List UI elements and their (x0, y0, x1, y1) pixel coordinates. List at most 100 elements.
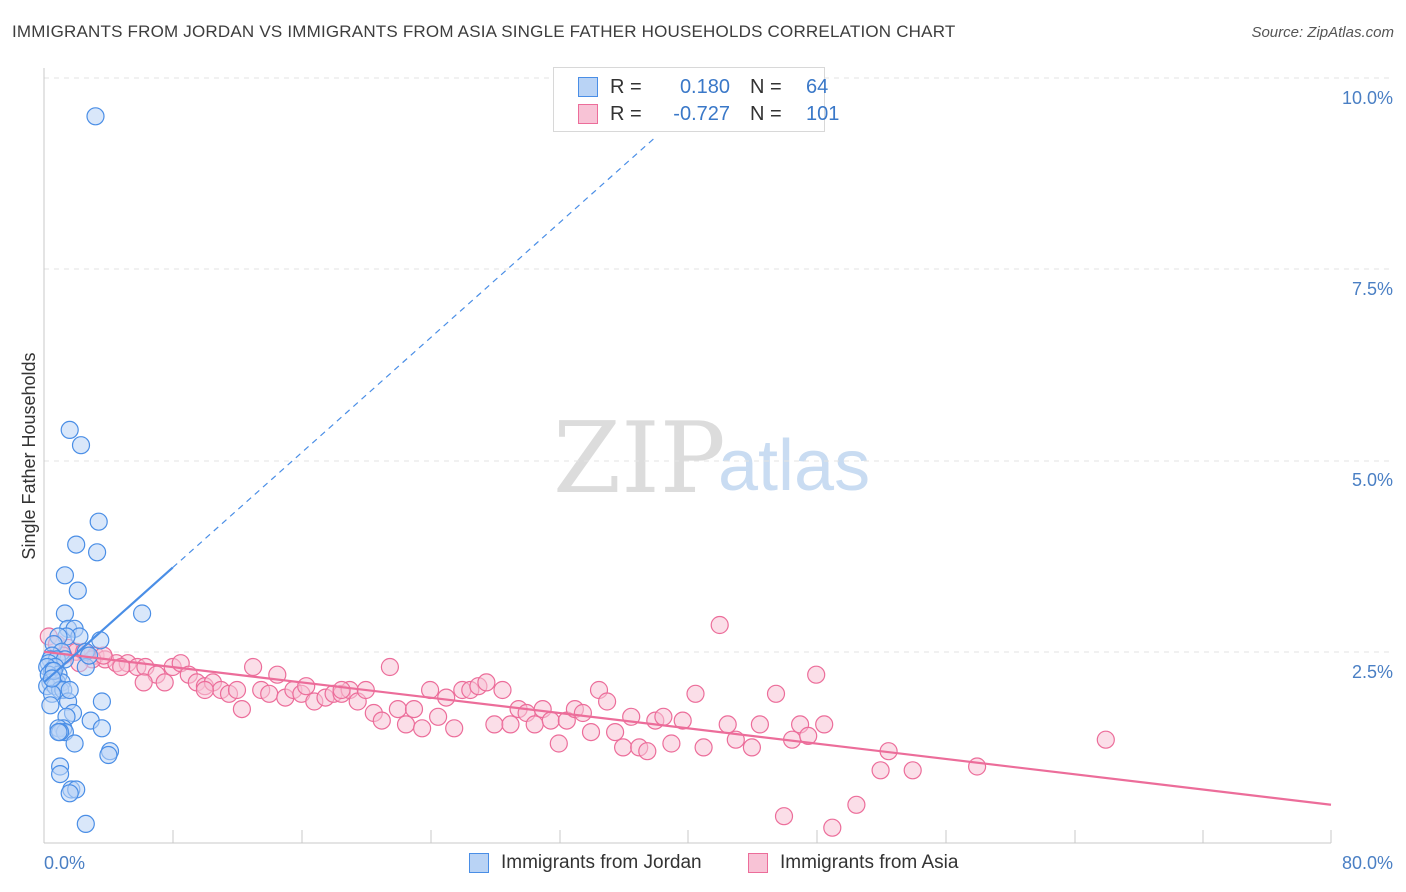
asia-data-point (597, 692, 617, 711)
asia-data-point (718, 715, 737, 734)
x-axis-ticks (172, 830, 1332, 843)
asia-data-point (549, 734, 568, 753)
legend-swatch-asia (578, 104, 598, 124)
series-legend-jordan: Immigrants from Jordan (469, 852, 702, 874)
jordan-data-point (55, 566, 75, 585)
asia-data-point (332, 680, 351, 700)
asia-data-point (372, 711, 391, 730)
asia-data-point (396, 715, 416, 734)
x-tick-label-start: 0.0% (44, 853, 85, 873)
asia-data-point (380, 657, 399, 677)
asia-data-point (573, 703, 593, 723)
jordan-data-point (67, 535, 86, 554)
y-tick-labels: 10.0% 7.5% 5.0% 2.5% (1342, 88, 1393, 682)
asia-data-point (815, 715, 834, 734)
asia-data-point (903, 761, 922, 780)
legend-row-asia: R = -0.727 N = 101 (578, 101, 839, 127)
jordan-data-point (50, 764, 70, 784)
asia-data-point (525, 715, 544, 734)
asia-data-point (654, 707, 673, 726)
asia-data-point (404, 699, 424, 719)
asia-data-point (638, 742, 657, 761)
legend-swatch-jordan (578, 77, 598, 97)
jordan-trend-extension (172, 136, 656, 569)
asia-data-point (581, 722, 601, 742)
y-tick-label: 10.0% (1342, 88, 1393, 108)
asia-data-point (413, 719, 432, 738)
legend-r-value: 0.180 (679, 75, 730, 98)
jordan-data-point (49, 722, 68, 742)
jordan-data-point (41, 696, 60, 715)
asia-data-point (477, 673, 496, 692)
asia-data-point (134, 673, 153, 692)
asia-data-point (437, 688, 456, 707)
asia-data-point (799, 726, 818, 746)
correlation-legend: R = 0.180 N = 64 R = -0.727 N = 101 (553, 67, 839, 132)
legend-r-label: R = (610, 102, 642, 125)
asia-data-point (686, 684, 705, 703)
jordan-trend-line (43, 566, 174, 684)
asia-data-point (1096, 730, 1115, 749)
watermark-atlas: atlas (718, 426, 870, 506)
series-swatch-jordan (469, 853, 489, 873)
jordan-data-point (68, 581, 87, 600)
series-label-jordan: Immigrants from Jordan (501, 852, 702, 873)
asia-data-point (823, 818, 842, 837)
jordan-data-point (55, 604, 75, 623)
jordan-data-point (60, 784, 79, 803)
asia-data-point (541, 711, 560, 730)
asia-data-point (445, 719, 464, 738)
legend-row-jordan: R = 0.180 N = 64 (578, 74, 828, 100)
jordan-data-point (42, 669, 62, 688)
jordan-data-point (92, 719, 112, 738)
asia-data-point (710, 615, 729, 635)
asia-data-point (388, 699, 407, 719)
asia-data-point (613, 738, 633, 757)
y-tick-label: 5.0% (1352, 470, 1393, 490)
jordan-data-point (60, 420, 79, 439)
chart-source: Source: ZipAtlas.com (1251, 24, 1394, 41)
chart-title: IMMIGRANTS FROM JORDAN VS IMMIGRANTS FRO… (12, 22, 956, 41)
jordan-data-point (71, 436, 91, 455)
asia-data-point (605, 722, 625, 742)
x-tick-label-end: 80.0% (1342, 853, 1393, 873)
asia-data-point (195, 680, 214, 700)
asia-data-point (155, 673, 174, 692)
asia-data-point (260, 684, 279, 703)
legend-r-value: -0.727 (673, 102, 730, 125)
asia-data-point (485, 715, 504, 734)
legend-r-label: R = (610, 75, 642, 98)
jordan-points (38, 107, 152, 834)
asia-trend-line (43, 650, 1332, 806)
jordan-data-point (92, 692, 112, 711)
series-label-asia: Immigrants from Asia (780, 852, 959, 873)
legend-n-value: 101 (806, 102, 840, 125)
legend-n-label: N = (750, 102, 782, 125)
asia-data-point (847, 795, 866, 814)
axes (43, 68, 1332, 844)
series-legend-asia: Immigrants from Asia (748, 852, 958, 874)
jordan-data-point (86, 107, 105, 126)
trend-lines (43, 136, 1332, 806)
asia-data-point (750, 715, 770, 734)
y-axis-label: Single Father Households (19, 352, 39, 559)
asia-data-point (774, 807, 794, 826)
asia-data-point (501, 715, 520, 734)
legend-n-label: N = (750, 75, 782, 98)
asia-data-point (766, 684, 786, 703)
jordan-data-point (76, 814, 95, 834)
asia-data-point (807, 665, 826, 684)
asia-data-point (429, 707, 448, 726)
asia-data-point (967, 757, 987, 776)
jordan-data-point (99, 745, 118, 765)
grid-lines (44, 77, 1392, 653)
legend-n-value: 64 (806, 75, 829, 98)
asia-data-point (694, 738, 713, 757)
asia-data-point (232, 699, 251, 719)
jordan-data-point (60, 680, 79, 700)
asia-data-point (742, 738, 762, 757)
y-tick-label: 7.5% (1352, 279, 1393, 299)
jordan-data-point (89, 512, 108, 531)
asia-points (39, 615, 1115, 837)
watermark-zip: ZIP (553, 402, 726, 516)
